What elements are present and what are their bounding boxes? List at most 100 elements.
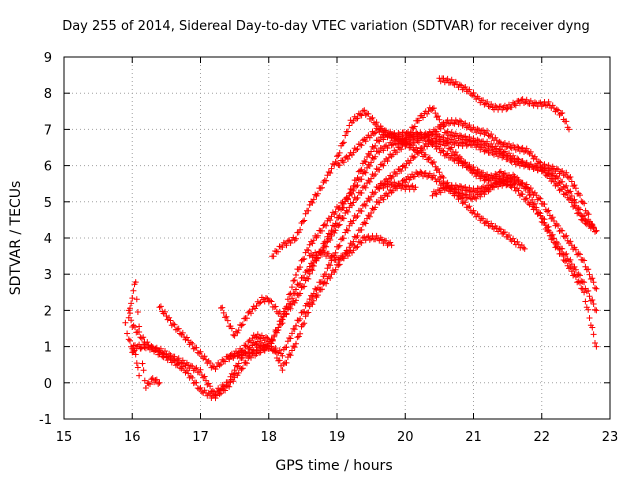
data-point bbox=[438, 77, 441, 80]
series-markers bbox=[429, 178, 518, 199]
data-point bbox=[349, 244, 352, 246]
data-point bbox=[554, 168, 557, 170]
x-tick-label: 18 bbox=[260, 430, 277, 445]
data-point bbox=[541, 164, 543, 167]
data-point bbox=[213, 392, 215, 395]
data-point bbox=[145, 342, 147, 344]
data-point bbox=[281, 244, 284, 246]
y-tick-label: 9 bbox=[44, 51, 52, 66]
data-point bbox=[336, 219, 338, 221]
data-point bbox=[390, 190, 393, 192]
data-point bbox=[431, 161, 434, 163]
data-point bbox=[472, 197, 475, 199]
data-point bbox=[472, 143, 475, 145]
series-track-5 bbox=[224, 168, 528, 374]
data-point bbox=[336, 164, 338, 167]
data-point bbox=[186, 363, 188, 366]
data-point bbox=[295, 342, 297, 344]
data-point bbox=[254, 342, 256, 344]
data-point bbox=[128, 309, 130, 312]
data-point bbox=[268, 298, 270, 301]
data-point bbox=[220, 306, 222, 308]
data-point bbox=[308, 244, 311, 246]
series-track-8 bbox=[334, 117, 596, 231]
data-point bbox=[124, 324, 127, 326]
data-point bbox=[390, 143, 393, 145]
data-point bbox=[377, 139, 379, 142]
data-point bbox=[445, 143, 448, 145]
data-point bbox=[445, 132, 448, 134]
data-point bbox=[141, 363, 144, 366]
y-axis-title: SDTVAR / TECUs bbox=[8, 181, 24, 296]
series-track-10 bbox=[125, 279, 163, 391]
data-point bbox=[500, 143, 502, 145]
y-tick-label: 7 bbox=[44, 123, 52, 138]
data-point bbox=[459, 121, 461, 123]
data-point bbox=[377, 125, 379, 127]
data-point bbox=[513, 182, 516, 185]
data-point bbox=[513, 157, 516, 160]
data-point bbox=[431, 193, 434, 196]
data-point bbox=[377, 201, 379, 203]
y-tick-label: 1 bbox=[44, 341, 52, 356]
grid bbox=[64, 57, 610, 419]
data-point bbox=[527, 186, 529, 189]
y-tick-label: 2 bbox=[44, 304, 52, 319]
data-point bbox=[131, 324, 134, 326]
data-point bbox=[523, 248, 526, 250]
data-point bbox=[568, 197, 570, 199]
x-tick-label: 20 bbox=[397, 430, 414, 445]
data-point bbox=[506, 106, 509, 109]
y-tick-label: 3 bbox=[44, 268, 52, 283]
data-point bbox=[472, 172, 475, 174]
data-point bbox=[493, 106, 495, 109]
y-tick-label: 5 bbox=[44, 196, 52, 211]
data-point bbox=[595, 230, 598, 232]
data-point bbox=[431, 175, 434, 178]
data-point bbox=[459, 157, 461, 160]
data-point bbox=[390, 244, 393, 246]
data-point bbox=[445, 121, 448, 123]
data-point bbox=[254, 349, 256, 352]
x-tick-label: 23 bbox=[602, 430, 619, 445]
data-point bbox=[254, 334, 256, 337]
data-point bbox=[363, 186, 366, 189]
data-point bbox=[131, 349, 134, 352]
data-point bbox=[322, 284, 325, 286]
series-track-7 bbox=[436, 75, 572, 133]
data-point bbox=[554, 244, 557, 246]
data-point bbox=[322, 226, 325, 228]
data-point bbox=[363, 139, 366, 142]
data-point bbox=[527, 150, 529, 152]
data-point bbox=[336, 208, 338, 210]
data-point bbox=[240, 349, 243, 352]
data-point bbox=[418, 150, 420, 152]
data-point bbox=[595, 287, 598, 290]
data-point bbox=[595, 309, 598, 312]
data-point bbox=[377, 237, 379, 239]
data-point bbox=[431, 106, 434, 109]
data-point bbox=[568, 128, 570, 131]
data-point bbox=[541, 219, 543, 221]
data-point bbox=[554, 175, 557, 178]
data-point bbox=[363, 110, 366, 113]
data-point bbox=[261, 298, 263, 301]
data-point bbox=[322, 182, 325, 185]
data-point bbox=[336, 266, 338, 268]
data-point bbox=[452, 81, 454, 84]
data-point bbox=[513, 146, 516, 149]
y-tick-label: 0 bbox=[44, 377, 52, 392]
data-point bbox=[172, 356, 174, 359]
data-point bbox=[486, 150, 488, 152]
data-point bbox=[128, 316, 130, 319]
series-track-11 bbox=[122, 319, 143, 379]
series-markers bbox=[334, 117, 596, 231]
data-point bbox=[479, 99, 482, 102]
data-point bbox=[281, 367, 284, 370]
data-point bbox=[431, 139, 434, 142]
data-point bbox=[418, 172, 420, 174]
data-point bbox=[349, 204, 352, 207]
data-point bbox=[486, 143, 488, 145]
y-tick-label: 4 bbox=[44, 232, 52, 247]
